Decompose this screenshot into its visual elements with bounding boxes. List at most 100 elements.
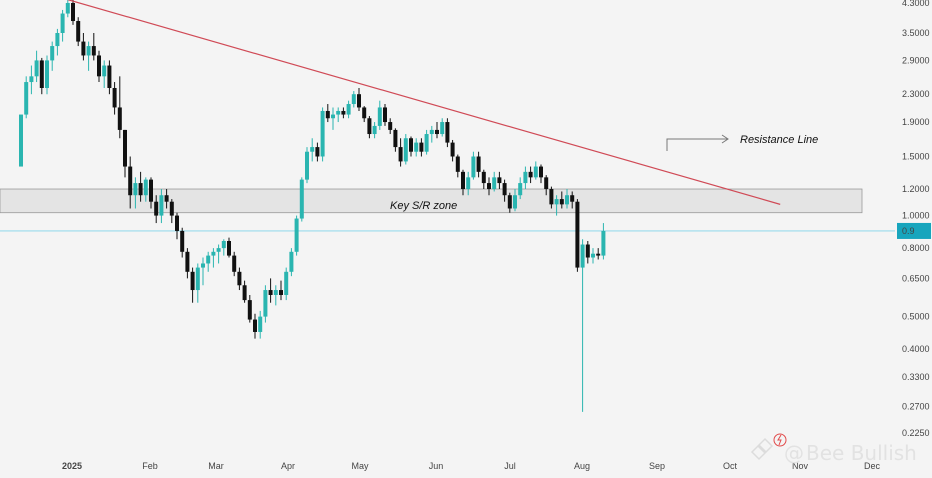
key-sr-zone xyxy=(0,188,863,214)
bolt-glyph xyxy=(777,434,782,446)
candle-body xyxy=(76,21,81,42)
candle-body xyxy=(409,138,413,152)
candle xyxy=(507,192,512,213)
x-tick-label: Aug xyxy=(574,461,590,471)
candle-body xyxy=(268,290,273,295)
y-tick-label: 0.4000 xyxy=(902,344,930,354)
candle-body xyxy=(533,166,538,178)
candle-body xyxy=(175,215,179,231)
candle-body xyxy=(143,179,148,196)
candle xyxy=(45,55,49,95)
candle xyxy=(346,100,351,119)
candle-body xyxy=(195,267,200,291)
candle xyxy=(351,91,356,108)
candle-body xyxy=(263,290,268,317)
resistance-label: Resistance Line xyxy=(740,134,818,146)
candle-body xyxy=(455,156,460,172)
candle-body xyxy=(50,46,55,61)
candle xyxy=(455,154,460,178)
candle-body xyxy=(289,251,294,272)
candle-body xyxy=(580,244,585,268)
y-tick-label: 0.2250 xyxy=(902,428,930,438)
candle-body xyxy=(237,271,242,286)
price-axis: 0.2250 0.2700 0.3300 0.4000 0.5000 0.6500 0.80… xyxy=(902,0,930,438)
candle xyxy=(97,50,101,83)
y-tick-label: 2.3000 xyxy=(902,89,930,99)
candle-body xyxy=(294,218,299,252)
candle xyxy=(518,177,523,200)
candle xyxy=(409,136,413,157)
candle xyxy=(19,114,23,167)
candle-body xyxy=(117,107,122,130)
candle xyxy=(55,28,60,56)
x-tick-label: May xyxy=(351,461,369,471)
arrow-icon xyxy=(666,134,729,151)
candle xyxy=(34,50,39,83)
candle xyxy=(591,248,595,264)
candle xyxy=(466,171,471,196)
watermark-text: Bee Bullish xyxy=(806,441,917,465)
candle xyxy=(596,248,601,260)
candle-body xyxy=(112,87,117,108)
candle-body xyxy=(185,251,190,272)
candle-body xyxy=(206,255,211,264)
candle-body xyxy=(554,199,559,205)
x-tick-label: 2025 xyxy=(62,461,82,471)
price-tag-background xyxy=(897,222,931,239)
candle-body xyxy=(565,195,569,205)
candle-body xyxy=(305,151,309,180)
candle-body xyxy=(216,248,221,252)
candle-body xyxy=(601,230,606,256)
candle xyxy=(107,60,112,95)
candle xyxy=(533,161,538,180)
candle xyxy=(128,156,133,209)
candle-body xyxy=(351,94,356,105)
candle-body xyxy=(518,183,523,196)
candle xyxy=(159,189,164,224)
candle xyxy=(29,65,34,95)
candle-body xyxy=(299,179,304,219)
y-tick-label: 0.5000 xyxy=(902,312,930,322)
zone-band xyxy=(0,188,863,214)
candle-body xyxy=(357,94,361,108)
candle xyxy=(149,177,153,209)
candle-body xyxy=(346,104,351,115)
zone-label: Key S/R zone xyxy=(390,200,457,212)
candle xyxy=(206,251,211,272)
candle xyxy=(341,107,346,119)
candle-body xyxy=(377,107,382,126)
x-tick-label: Mar xyxy=(208,461,224,471)
candle xyxy=(273,285,278,306)
candle-body xyxy=(523,171,528,184)
candle xyxy=(471,151,476,180)
candle xyxy=(377,100,382,130)
candle xyxy=(76,17,81,47)
candle-body xyxy=(71,3,75,22)
candle-body xyxy=(19,114,23,167)
candle xyxy=(580,239,585,412)
x-tick-label: Dec xyxy=(864,461,881,471)
candle xyxy=(102,60,107,88)
candle xyxy=(450,139,455,162)
candle xyxy=(502,179,507,202)
candle xyxy=(435,122,439,139)
candle-body xyxy=(138,183,143,196)
y-tick-label: 0.3300 xyxy=(902,372,930,382)
logo-icon xyxy=(750,437,774,461)
x-tick-label: Jul xyxy=(504,461,516,471)
candle-body xyxy=(591,253,595,258)
candle-body xyxy=(528,171,533,178)
candle-body xyxy=(247,300,252,320)
y-tick-label: 2.9000 xyxy=(902,55,930,65)
candle xyxy=(190,267,195,303)
candle-body xyxy=(596,253,601,256)
candle-body xyxy=(201,263,205,268)
candle-body xyxy=(461,171,465,190)
candle xyxy=(201,257,205,286)
candle-body xyxy=(45,60,49,88)
candle-body xyxy=(471,156,476,178)
candle xyxy=(565,189,569,209)
candle-body xyxy=(211,251,216,256)
resistance-annotation: Resistance Line xyxy=(666,134,818,151)
candle xyxy=(175,212,179,240)
